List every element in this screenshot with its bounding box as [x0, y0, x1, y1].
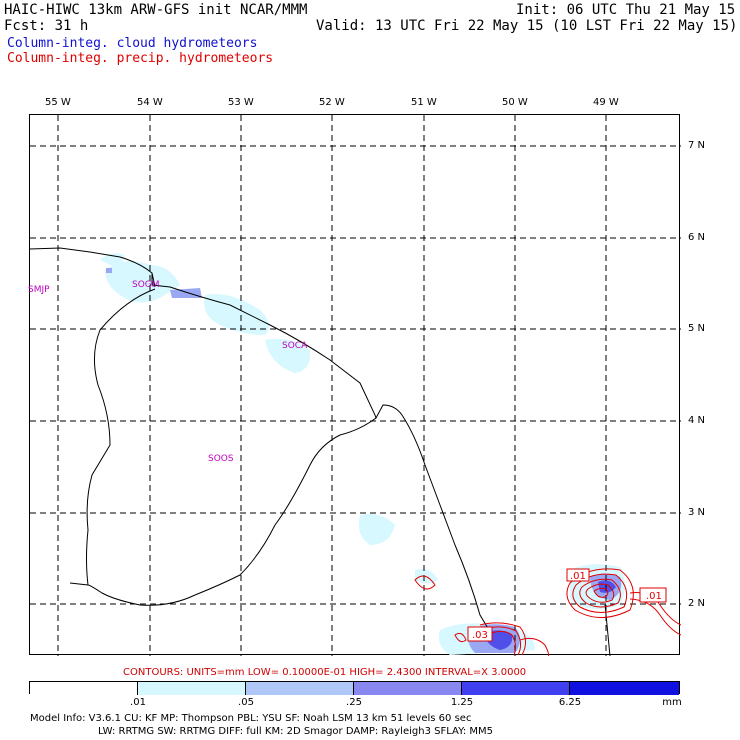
legend-cloud: Column-integ. cloud hydrometeors — [7, 36, 258, 51]
model-info-line1: Model Info: V3.6.1 CU: KF MP: Thompson P… — [30, 713, 472, 724]
colorbar-segment — [138, 682, 246, 695]
lat-label: 4 N — [688, 415, 706, 426]
cloud-shading — [100, 253, 625, 655]
coastline — [29, 247, 611, 657]
contour-label: .01 — [570, 571, 586, 582]
map-title: HAIC-HIWC 13km ARW-GFS init NCAR/MMM — [4, 2, 308, 18]
forecast-hour: Fcst: 31 h — [4, 18, 89, 34]
legend-precip: Column-integ. precip. hydrometeors — [7, 51, 274, 66]
lon-label: 54 W — [137, 97, 163, 108]
colorbar-segment — [570, 682, 679, 695]
valid-time: Valid: 13 UTC Fri 22 May 15 (10 LST Fri … — [316, 18, 738, 34]
colorbar-segment — [462, 682, 570, 695]
contour-label: .01 — [646, 591, 662, 602]
lon-label: 49 W — [593, 97, 619, 108]
colorbar-label: .05 — [238, 697, 254, 708]
lat-label: 3 N — [688, 507, 706, 518]
colorbar-segment — [30, 682, 138, 695]
lat-label: 6 N — [688, 232, 706, 243]
map-panel: .01 .01 .03 SMJP SOGM SOCA SOOS — [28, 114, 682, 657]
station-label: SOOS — [208, 454, 234, 464]
lon-label: 50 W — [502, 97, 528, 108]
lat-lon-grid — [30, 115, 681, 656]
contour-labels: .01 .01 .03 — [472, 571, 662, 641]
lon-label: 52 W — [319, 97, 345, 108]
lon-label: 53 W — [228, 97, 254, 108]
contour-label: .03 — [472, 630, 488, 641]
map-canvas: .01 .01 .03 — [29, 115, 682, 657]
station-label: SOGM — [132, 280, 160, 290]
colorbar-label: .25 — [346, 697, 362, 708]
contour-info: CONTOURS: UNITS=mm LOW= 0.10000E-01 HIGH… — [123, 667, 527, 678]
model-info-line2: LW: RRTMG SW: RRTMG DIFF: full KM: 2D Sm… — [98, 726, 494, 737]
station-label: SOCA — [282, 341, 308, 351]
color-scale-bar — [29, 681, 680, 695]
init-time: Init: 06 UTC Thu 21 May 15 — [516, 2, 736, 18]
colorbar-segment — [354, 682, 462, 695]
colorbar-label: .01 — [130, 697, 146, 708]
lon-label: 55 W — [45, 97, 71, 108]
lat-label: 2 N — [688, 598, 706, 609]
colorbar-label: 6.25 — [558, 697, 582, 708]
colorbar-label: 1.25 — [450, 697, 474, 708]
colorbar-units: mm — [662, 697, 682, 708]
cloud-shading-medium — [106, 268, 622, 653]
lat-label: 5 N — [688, 323, 706, 334]
contour-label-boxes — [467, 568, 667, 642]
station-label: SMJP — [28, 285, 50, 295]
colorbar-segment — [246, 682, 354, 695]
lon-label: 51 W — [411, 97, 437, 108]
lat-label: 7 N — [688, 140, 706, 151]
